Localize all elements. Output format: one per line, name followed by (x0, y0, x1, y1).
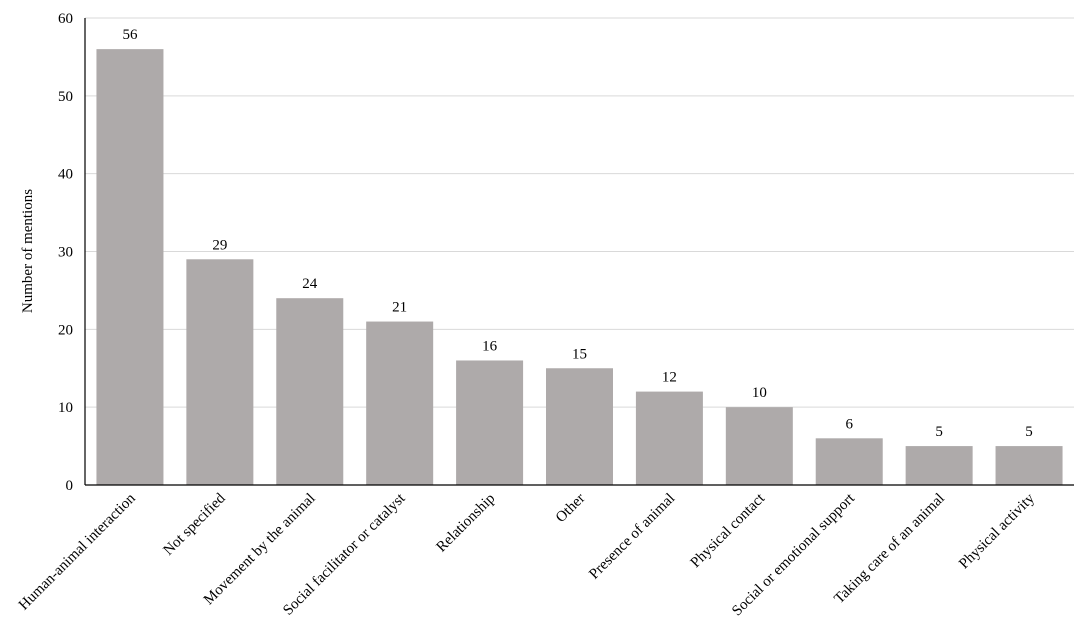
bar (546, 368, 613, 485)
bar (186, 259, 254, 485)
axes (84, 18, 1074, 486)
data-label: 6 (845, 416, 853, 432)
y-tick-label: 10 (58, 400, 73, 416)
y-axis-title: Number of mentions (20, 189, 36, 313)
bar (635, 391, 703, 485)
data-label: 16 (482, 338, 498, 354)
bar (725, 407, 793, 485)
category-label: Presence of animal (586, 491, 678, 583)
data-label: 21 (392, 300, 407, 316)
bar (905, 446, 973, 485)
bar (815, 438, 883, 485)
category-label: Other (553, 491, 588, 526)
y-tick-label: 20 (58, 322, 73, 338)
data-label: 5 (1025, 424, 1033, 440)
bar (995, 446, 1063, 485)
category-labels: Human-animal interaction Not specifiedMov… (16, 490, 1038, 619)
data-label: 10 (752, 385, 767, 401)
data-label: 56 (122, 27, 138, 43)
bar (366, 321, 434, 485)
y-tick-labels: 0 10 20 30 40 50 60 (58, 11, 73, 494)
bar (96, 49, 164, 486)
data-labels: 56 29 24 21 16 15 12 10 6 5 5 (122, 27, 1032, 440)
category-label: Relationship (433, 491, 498, 556)
data-label: 15 (572, 346, 587, 362)
bars (96, 49, 1063, 486)
data-label: 12 (662, 370, 677, 386)
bar (456, 360, 524, 485)
y-tick-label: 60 (58, 11, 73, 27)
y-tick-label: 0 (66, 478, 74, 494)
data-label: 29 (212, 237, 227, 253)
y-tick-label: 40 (58, 167, 73, 183)
category-label: Human-animal interaction (16, 490, 139, 613)
data-label: 5 (935, 424, 943, 440)
category-label: Physical contact (688, 490, 769, 571)
y-tick-label: 50 (58, 89, 73, 105)
category-label: Physical activity (956, 490, 1038, 572)
category-label: Not specified (161, 490, 230, 559)
bar (276, 298, 344, 485)
y-tick-label: 30 (58, 245, 73, 261)
data-label: 24 (302, 276, 318, 292)
